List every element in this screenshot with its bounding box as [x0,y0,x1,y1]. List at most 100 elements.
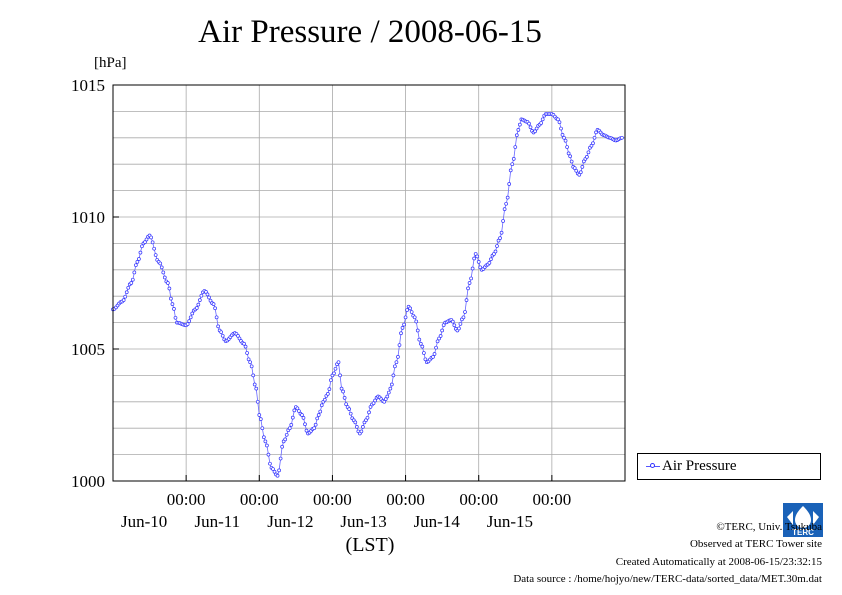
data-point [333,366,338,371]
data-point [167,286,172,291]
data-point [284,432,289,437]
x-tick-day-label: Jun-10 [121,512,167,531]
data-point [466,286,470,291]
data-point [205,292,210,297]
data-point [315,416,320,421]
data-point [371,401,376,406]
data-point [409,310,414,314]
chart-title: Air Pressure / 2008-06-15 [198,14,542,50]
data-point [129,281,134,285]
data-point [327,387,332,391]
data-point [319,403,324,408]
data-point [620,135,624,140]
x-tick-time-label: 00:00 [532,490,571,509]
data-point [432,352,437,356]
data-point [508,168,513,173]
data-point [403,315,408,320]
data-point [487,261,492,265]
y-axis-unit-label: [hPa] [94,55,127,71]
data-point [318,409,323,414]
data-point [534,126,539,131]
data-point [169,296,173,301]
data-point [172,307,176,311]
data-point [198,298,202,303]
data-point [388,386,393,391]
x-tick-time-label: 00:00 [240,490,279,509]
x-tick-day-label: Jun-15 [487,512,533,531]
data-point [326,392,330,396]
data-point [153,253,158,257]
data-point [275,473,280,478]
data-point [390,382,394,387]
data-point [528,125,533,130]
data-point [123,294,128,299]
data-point [149,235,153,240]
data-point [415,328,420,333]
data-point [152,246,156,251]
data-point [498,236,502,240]
data-point [489,257,493,262]
data-point [463,310,467,314]
data-point [158,261,163,266]
grid-layer [113,85,625,481]
tick-layer: 100010051010101500:00Jun-1000:00Jun-1100… [71,76,571,531]
data-point [143,240,147,245]
x-tick-day-label: Jun-11 [194,512,240,531]
data-point [132,270,137,275]
data-point [263,439,268,444]
data-point [207,295,211,300]
data-point [347,407,352,411]
data-point [338,373,342,378]
data-point [514,133,519,138]
x-axis-unit-label: (LST) [345,534,395,556]
x-tick-day-label: Jun-14 [414,512,461,531]
legend: Air Pressure [637,453,821,480]
y-tick-label: 1010 [71,208,105,227]
data-point [467,281,472,285]
data-point [246,357,251,362]
data-point [130,277,135,282]
credit-source: Data source : /home/hojyo/new/TERC-data/… [513,573,822,585]
data-point [400,326,405,330]
data-point [405,308,409,312]
data-point [185,322,190,326]
data-point [457,326,461,331]
data-point [211,302,216,306]
credit-created: Created Automatically at 2008-06-15/23:3… [615,556,822,568]
data-point [450,319,455,324]
data-point [420,344,425,349]
data-point [278,456,283,461]
data-point [134,263,138,268]
data-point [431,355,435,359]
data-point [396,354,400,359]
data-point [422,351,426,355]
data-point [312,426,316,431]
data-point [277,468,281,473]
data-point [476,260,481,264]
data-point [586,150,591,155]
data-point [150,240,155,245]
data-point [336,360,341,365]
data-point [572,166,577,170]
data-point [254,386,259,391]
data-point [397,343,402,347]
data-point [287,426,292,431]
data-point [578,170,583,175]
data-point [402,322,406,327]
data-point [386,390,391,395]
data-point [566,151,571,156]
data-point [214,315,219,320]
data-point [393,364,397,369]
y-tick-label: 1000 [71,472,105,491]
data-point [322,397,327,402]
data-point [495,244,499,248]
data-point [580,164,585,169]
data-point [304,428,309,433]
data-point [199,293,204,298]
data-point [563,138,568,143]
x-tick-time-label: 00:00 [167,490,206,509]
data-point [568,154,572,159]
data-point [391,373,396,378]
data-point [242,341,246,346]
data-point [353,420,358,425]
